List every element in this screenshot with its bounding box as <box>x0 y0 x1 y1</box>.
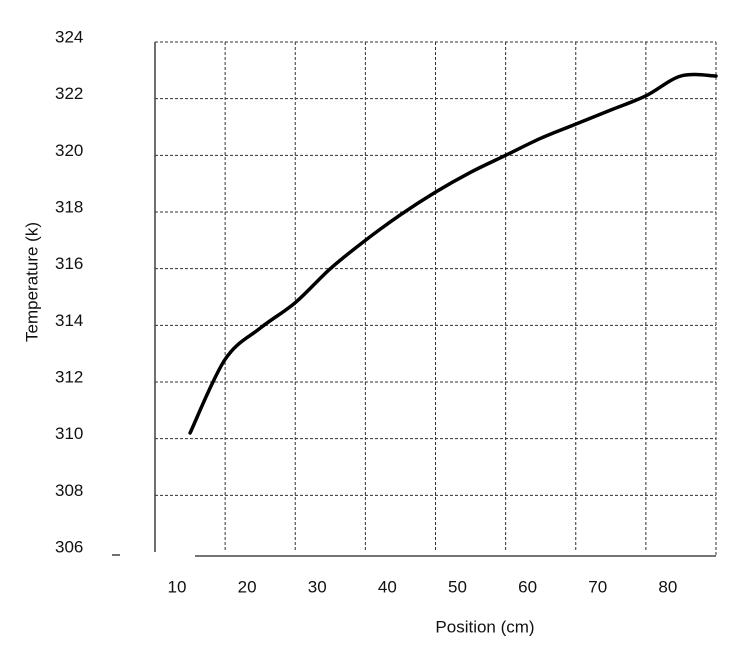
y-tick-label: 310 <box>55 424 83 443</box>
x-tick-label: 50 <box>448 577 467 596</box>
x-tick-label: 60 <box>518 577 537 596</box>
y-tick-label: 322 <box>55 84 83 103</box>
y-tick-label: 318 <box>55 197 83 216</box>
data-line <box>188 72 718 435</box>
x-tick-label: 30 <box>308 577 327 596</box>
x-axis-title: Position (cm) <box>435 617 534 636</box>
x-tick-label: 40 <box>378 577 397 596</box>
x-tick-label: 10 <box>168 577 187 596</box>
y-axis-title: Temperature (k) <box>22 222 41 342</box>
y-tick-label: 324 <box>55 27 83 46</box>
y-tick-label: 320 <box>55 141 83 160</box>
y-tick-label: 308 <box>55 481 83 500</box>
x-tick-label: 20 <box>238 577 257 596</box>
y-tick-label: 316 <box>55 254 83 273</box>
y-tick-label: 314 <box>55 311 83 330</box>
x-tick-label: 70 <box>588 577 607 596</box>
y-tick-label: 312 <box>55 367 83 386</box>
y-tick-label: 306 <box>55 537 83 556</box>
x-tick-label: 80 <box>658 577 677 596</box>
